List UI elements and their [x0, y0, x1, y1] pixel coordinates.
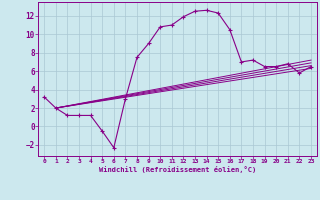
X-axis label: Windchill (Refroidissement éolien,°C): Windchill (Refroidissement éolien,°C)	[99, 166, 256, 173]
